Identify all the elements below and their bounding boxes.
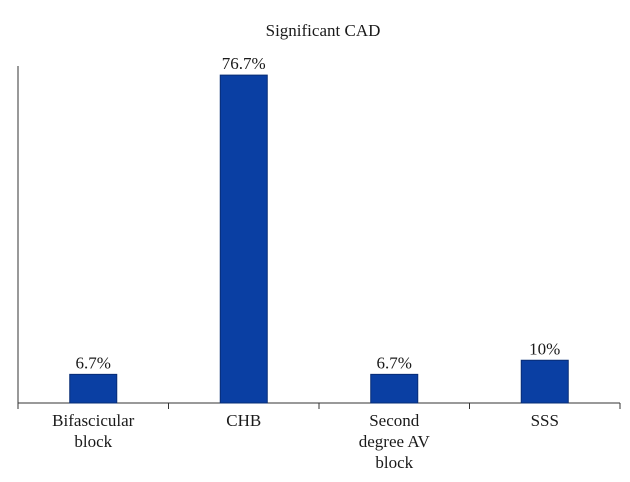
bar <box>219 74 268 404</box>
category-label: block <box>375 453 413 472</box>
data-label: 10% <box>529 339 560 358</box>
data-label: 6.7% <box>377 353 412 372</box>
data-label: 6.7% <box>76 353 111 372</box>
data-labels-group: 6.7% 76.7% 6.7% 10% <box>76 54 561 372</box>
category-label: block <box>74 432 112 451</box>
category-label: degree AV <box>359 432 431 451</box>
data-label: 76.7% <box>222 54 266 73</box>
category-label: CHB <box>226 411 261 430</box>
category-labels-group: Bifascicular block CHB Second degree AV block… <box>52 411 559 472</box>
chart-title: Significant CAD <box>266 21 381 40</box>
category-label: SSS <box>531 411 559 430</box>
bars-group <box>69 74 569 404</box>
category-label: Second <box>369 411 420 430</box>
bar <box>520 359 569 404</box>
bar <box>69 373 118 404</box>
category-label: Bifascicular <box>52 411 134 430</box>
x-axis-ticks <box>17 403 621 409</box>
bar <box>370 373 419 404</box>
